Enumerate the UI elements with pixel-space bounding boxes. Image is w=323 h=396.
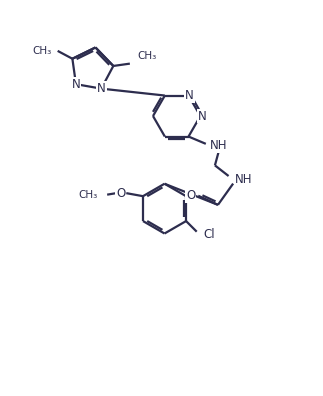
- Text: N: N: [72, 78, 80, 91]
- Text: CH₃: CH₃: [32, 46, 52, 56]
- Text: Cl: Cl: [203, 228, 215, 241]
- Text: O: O: [116, 187, 125, 200]
- Text: CH₃: CH₃: [79, 190, 98, 200]
- Text: NH: NH: [210, 139, 228, 152]
- Text: CH₃: CH₃: [138, 51, 157, 61]
- Text: NH: NH: [234, 173, 252, 186]
- Text: O: O: [186, 188, 195, 202]
- Text: N: N: [185, 89, 194, 102]
- Text: N: N: [197, 110, 206, 122]
- Text: N: N: [97, 82, 106, 95]
